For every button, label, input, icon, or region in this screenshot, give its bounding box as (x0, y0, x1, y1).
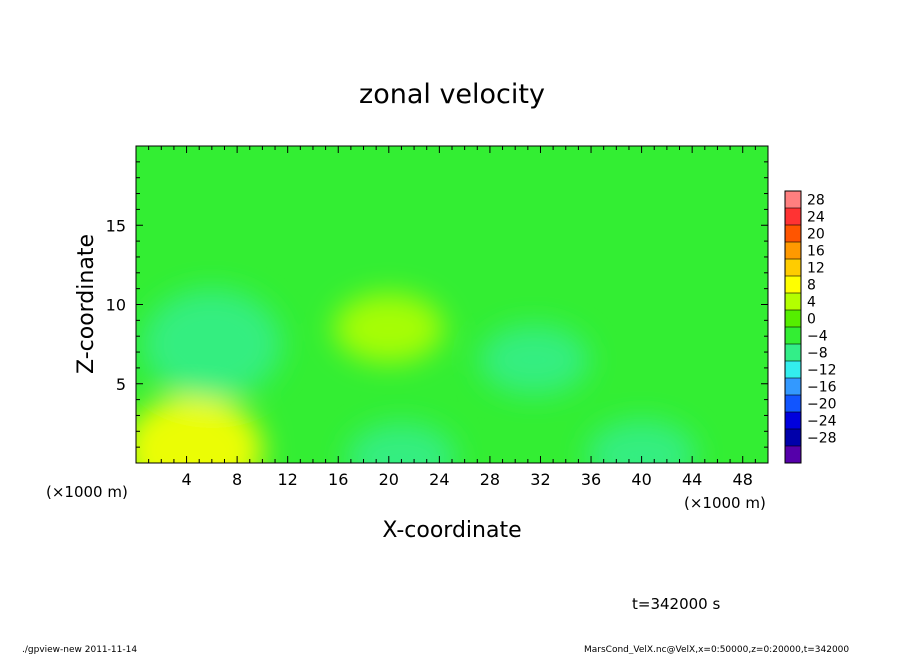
colorbar-band (785, 310, 801, 328)
colorbar-level-label: −28 (807, 431, 837, 447)
chart-title: zonal velocity (359, 79, 545, 110)
x-tick-label: 28 (480, 470, 500, 489)
colorbar-band (785, 446, 801, 464)
x-tick-label: 20 (379, 470, 399, 489)
colorbar-level-label: 12 (807, 261, 825, 277)
field-blob (479, 324, 590, 395)
colorbar-band (785, 208, 801, 226)
colorbar-level-label: 8 (807, 278, 816, 294)
colorbar-band (785, 344, 801, 362)
x-tick-label: 48 (733, 470, 753, 489)
colorbar-band (785, 361, 801, 379)
x-tick-label: 4 (181, 470, 191, 489)
colorbar-band (785, 293, 801, 311)
colorbar-band (785, 429, 801, 447)
colorbar-level-label: 24 (807, 210, 825, 226)
field-blob (586, 420, 697, 463)
x-tick-label: 32 (530, 470, 550, 489)
colorbar-band (785, 191, 801, 209)
field-blob (333, 293, 444, 364)
y-tick-label: 5 (116, 375, 126, 394)
colorbar-level-label: −8 (807, 346, 828, 362)
colorbar-level-label: 0 (807, 312, 816, 328)
field-blob (141, 289, 282, 400)
colorbar-level-label: −20 (807, 397, 837, 413)
x-tick-label: 44 (682, 470, 702, 489)
colorbar-level-label: −16 (807, 380, 837, 396)
x-tick-label: 36 (581, 470, 601, 489)
y-tick-label: 15 (106, 216, 126, 235)
colorbar-band (785, 242, 801, 260)
colorbar-level-label: 4 (807, 295, 816, 311)
y-ticks: 5 10 15 (106, 161, 768, 448)
footer-left: ./gpview-new 2011-11-14 (22, 645, 137, 654)
x-tick-label: 40 (631, 470, 651, 489)
colorbar-band (785, 412, 801, 430)
colorbar-band (785, 225, 801, 243)
colorbar-level-label: −4 (807, 329, 828, 345)
colorbar-level-label: 28 (807, 193, 825, 209)
field-blob (136, 395, 263, 463)
colorbar-band (785, 259, 801, 277)
time-label: t=342000 s (632, 595, 720, 613)
x-tick-label: 8 (232, 470, 242, 489)
x-unit-right: (×1000 m) (684, 494, 766, 512)
field-blobs (136, 289, 697, 463)
x-axis-label: X-coordinate (382, 518, 521, 543)
field-layer (136, 289, 697, 463)
colorbar-level-label: −24 (807, 414, 837, 430)
footer-right: MarsCond_VelX.nc@VelX,x=0:50000,z=0:2000… (584, 645, 849, 654)
colorbar-level-label: 16 (807, 244, 825, 260)
x-tick-label: 24 (429, 470, 449, 489)
field-blob (346, 423, 457, 463)
colorbar-level-label: 20 (807, 227, 825, 243)
y-tick-label: 10 (106, 296, 126, 315)
colorbar-band (785, 395, 801, 413)
colorbar-band (785, 378, 801, 396)
x-ticks: 4 8 12 16 20 24 28 32 36 40 44 48 (148, 146, 756, 489)
x-tick-label: 12 (278, 470, 298, 489)
y-axis-label: Z-coordinate (74, 234, 99, 374)
x-tick-label: 16 (328, 470, 348, 489)
colorbar-band (785, 276, 801, 294)
colorbar-band (785, 327, 801, 345)
colorbar-level-label: −12 (807, 363, 837, 379)
x-unit-left: (×1000 m) (46, 483, 128, 501)
